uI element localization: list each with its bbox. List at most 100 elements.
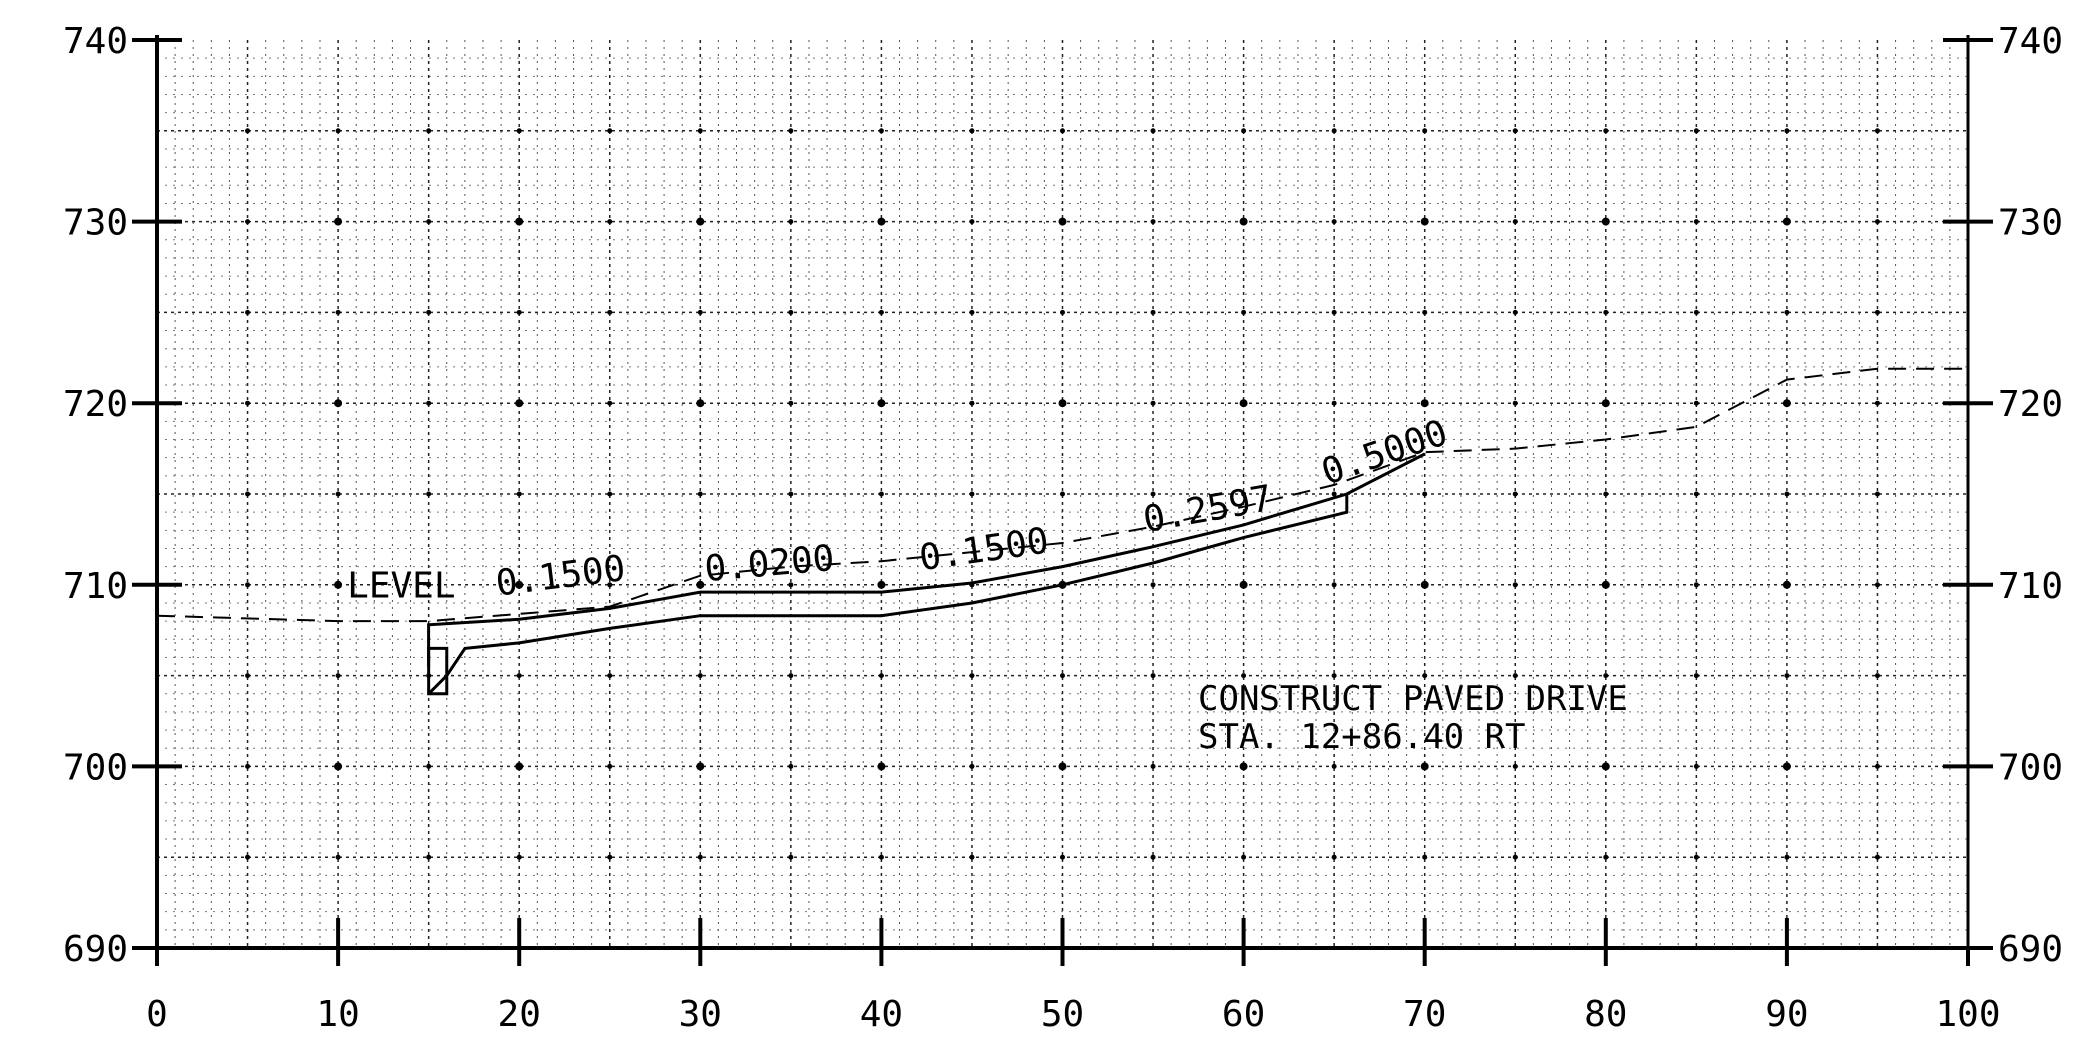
grid-node-marker [426, 219, 432, 225]
grid-node-marker [245, 219, 251, 225]
grid-node-marker [607, 854, 613, 860]
grid-node-marker [1693, 219, 1699, 225]
grid-node-marker [1331, 128, 1337, 134]
grid-node-marker [697, 128, 703, 134]
grid-node-marker [1331, 219, 1337, 225]
grid-node-marker [697, 673, 703, 679]
grid-node-marker [515, 580, 524, 589]
grid-node-marker [1693, 582, 1699, 588]
y-tick-label-right: 710 [1998, 566, 2063, 607]
grid-node-marker [245, 854, 251, 860]
proposed-surface-line [427, 452, 1426, 667]
grid-node-marker [1782, 580, 1791, 589]
slope-label: LEVEL [347, 566, 455, 607]
grid-node-marker [335, 128, 341, 134]
grid-node-marker [696, 217, 705, 226]
grid-node-marker [607, 582, 613, 588]
x-tick-label: 50 [1041, 994, 1084, 1035]
grid-node-marker [1420, 762, 1429, 771]
grid-node-marker [969, 309, 975, 315]
grid-node-marker [1150, 128, 1156, 134]
grid-node-marker [516, 673, 522, 679]
grid-node-marker [788, 673, 794, 679]
grid-node-marker [1331, 400, 1337, 406]
grid-node-marker [426, 309, 432, 315]
grid-node-marker [426, 491, 432, 497]
x-tick-label: 60 [1222, 994, 1265, 1035]
y-tick-label-left: 690 [63, 929, 128, 970]
grid-node-marker [1241, 854, 1247, 860]
grid-node-marker [1782, 399, 1791, 408]
grid-node-marker [1874, 763, 1880, 769]
grid-node-marker [1420, 580, 1429, 589]
grid-node-marker [1784, 854, 1790, 860]
grid-node-marker [1060, 854, 1065, 860]
grid-node-marker [697, 854, 703, 860]
grid-node-marker [335, 491, 341, 497]
grid-node-marker [426, 400, 432, 406]
grid-node-marker [969, 673, 975, 679]
grid-node-marker [426, 763, 432, 769]
grid-node-marker [1512, 400, 1518, 406]
grid-node-marker [1241, 491, 1247, 497]
slope-label: 0.1500 [917, 520, 1051, 579]
grid-node-marker [335, 309, 341, 315]
grid-node-marker [1150, 491, 1156, 497]
grid-node-marker [1239, 580, 1248, 589]
grid-node-marker [788, 854, 794, 860]
grid-node-marker [1058, 399, 1067, 408]
grid-node-marker [969, 854, 975, 860]
grid-node-marker [335, 673, 341, 679]
grid-node-marker [1601, 580, 1610, 589]
y-tick-label-right: 690 [1998, 929, 2063, 970]
slope-label: 0.5000 [1316, 412, 1452, 493]
grid-node-marker [1874, 309, 1880, 315]
grid-node-marker [607, 219, 613, 225]
grid-node-marker [1150, 673, 1156, 679]
grid-node-marker [245, 491, 251, 497]
grid-node-marker [1422, 854, 1428, 860]
grid-node-marker [1331, 309, 1337, 315]
x-tick-label: 20 [498, 994, 541, 1035]
grid-node-marker [516, 491, 522, 497]
x-tick-label: 0 [146, 994, 168, 1035]
x-tick-label: 40 [860, 994, 903, 1035]
grid-node-marker [1512, 219, 1518, 225]
grid-node-marker [1784, 673, 1790, 679]
grid-node-marker [1239, 762, 1248, 771]
annotation-line: CONSTRUCT PAVED DRIVE [1198, 679, 1628, 719]
grid-node-marker [516, 309, 522, 315]
grid-node-marker [1331, 582, 1337, 588]
x-tick-label: 90 [1765, 994, 1808, 1035]
grid-node-marker [1058, 217, 1067, 226]
grid-node-marker [1601, 762, 1610, 771]
grid-node-marker [788, 763, 794, 769]
y-tick-label-left: 710 [63, 566, 128, 607]
grid-node-marker [245, 400, 251, 406]
grid-node-marker [1512, 673, 1518, 679]
grid-node-marker [1241, 309, 1247, 315]
slope-label: 0.1500 [494, 548, 628, 605]
grid-node-marker [1060, 491, 1065, 497]
grid-node-marker [426, 128, 432, 134]
grid-node-marker [1874, 219, 1880, 225]
grid-node-marker [1693, 128, 1699, 134]
existing-ground-line [156, 367, 1968, 623]
grid-node-marker [1422, 673, 1428, 679]
grid-node-marker [788, 309, 794, 315]
grid [157, 40, 1968, 948]
grid-node-marker [1603, 309, 1609, 315]
grid-node-marker [1060, 309, 1065, 315]
y-tick-label-left: 730 [63, 203, 128, 244]
grid-node-marker [1782, 762, 1791, 771]
grid-node-marker [1693, 400, 1699, 406]
y-tick-label-left: 700 [63, 747, 128, 788]
grid-node-marker [1693, 309, 1699, 315]
grid-node-marker [697, 309, 703, 315]
grid-node-marker [788, 400, 794, 406]
grid-node-marker [1874, 400, 1880, 406]
y-tick-label-left: 740 [63, 21, 128, 62]
y-tick-label-left: 720 [63, 384, 128, 425]
